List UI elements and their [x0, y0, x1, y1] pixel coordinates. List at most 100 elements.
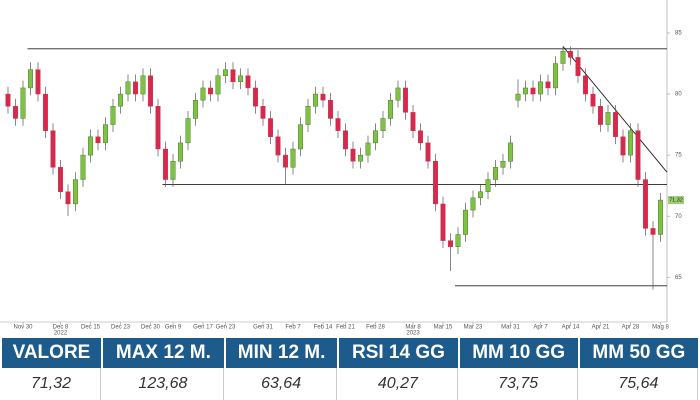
- candle-body: [553, 63, 559, 89]
- x-tick-label: Gen 17: [193, 325, 213, 331]
- x-tick-label: Apr 14: [562, 325, 580, 331]
- candle-body: [365, 142, 371, 156]
- x-tick-label: Feb 7: [285, 325, 301, 331]
- candle-body: [470, 197, 476, 211]
- candle-body: [613, 112, 619, 137]
- candle-body: [177, 142, 183, 162]
- x-tick-label: Gen 9: [165, 325, 182, 331]
- x-tick-label: Dec 23: [111, 325, 131, 331]
- candle-body: [43, 93, 49, 131]
- x-tick-label: Mar 31: [501, 325, 520, 331]
- candle-body: [395, 87, 401, 101]
- candle-body: [237, 75, 243, 83]
- candle-body: [117, 93, 123, 107]
- candle-body: [433, 161, 439, 205]
- x-tick-label: Mag 8: [652, 325, 669, 331]
- candle-body: [440, 203, 446, 241]
- y-tick-label: 85: [675, 31, 682, 37]
- candle-body: [58, 167, 64, 192]
- header-cell: RSI 14 GG: [339, 338, 458, 368]
- candle-body: [5, 93, 11, 107]
- candle-body: [418, 130, 424, 144]
- candle-body: [605, 112, 611, 125]
- x-tick-label: Dec 30: [141, 325, 161, 331]
- candle-body: [268, 118, 274, 137]
- x-tick-label: Dec 15: [81, 325, 101, 331]
- value-cell: 123,68: [103, 368, 224, 400]
- x-tick-label: Mar 15: [434, 325, 453, 331]
- candle-body: [448, 240, 454, 247]
- candle-body: [102, 124, 108, 144]
- candle-body: [560, 51, 566, 64]
- candle-body: [50, 130, 56, 168]
- candle-body: [500, 161, 506, 168]
- candle-body: [343, 130, 349, 150]
- candle-body: [590, 93, 596, 107]
- candle-body: [575, 57, 581, 76]
- candle-body: [485, 179, 491, 192]
- value-row: 71,32 123,68 63,64 40,27 73,75 75,64: [2, 368, 698, 400]
- header-cell: MAX 12 M.: [102, 338, 224, 368]
- candle-body: [252, 87, 258, 107]
- candle-body: [35, 69, 41, 95]
- candle-body: [350, 148, 356, 162]
- chart: 65 70 75 80 85 Nov 30 Dec 8 Dec 15 Dec 23 Dec 30 G…: [0, 0, 684, 336]
- year-label: 2023: [406, 331, 420, 336]
- value-cell: 73,75: [460, 368, 578, 400]
- price-tag-label: 71,32: [669, 198, 683, 204]
- candle-body: [245, 75, 251, 89]
- candle-body: [230, 69, 236, 83]
- candle-body: [515, 93, 521, 101]
- stats-table: VALORE MAX 12 M. MIN 12 M. RSI 14 GG MM 10 G…: [0, 338, 700, 400]
- candle-body: [222, 69, 228, 76]
- candle-body: [635, 130, 641, 180]
- x-tick-label: Mar 8: [405, 325, 421, 331]
- x-tick-label: Gen 31: [253, 325, 273, 331]
- candle-body: [568, 51, 574, 58]
- candle-body: [455, 234, 461, 247]
- y-tick-label: 80: [675, 92, 682, 98]
- candle-body: [643, 179, 649, 229]
- candle-body: [72, 179, 78, 205]
- x-tick-label: Gen 23: [216, 325, 236, 331]
- candle-body: [425, 142, 431, 162]
- x-tick-label: Apr 21: [592, 325, 610, 331]
- candle-body: [545, 81, 551, 89]
- candle-body: [110, 106, 116, 125]
- candle-body: [403, 87, 409, 113]
- candle-body: [628, 130, 634, 156]
- y-tick-label: 65: [675, 275, 682, 281]
- candle-body: [328, 99, 334, 119]
- y-tick-label: 70: [675, 214, 682, 220]
- candle-body: [140, 75, 146, 95]
- header-row: VALORE MAX 12 M. MIN 12 M. RSI 14 GG MM 10 G…: [2, 338, 698, 368]
- header-cell: VALORE: [2, 338, 101, 368]
- candle-body: [28, 69, 34, 89]
- header-cell: MIN 12 M.: [225, 338, 338, 368]
- x-tick-label: Feb 21: [336, 325, 355, 331]
- candle-body: [583, 75, 589, 95]
- value-cell: 63,64: [226, 368, 338, 400]
- x-tick-label: Apr 28: [622, 325, 640, 331]
- candle-body: [162, 148, 168, 180]
- candle-body: [155, 106, 161, 150]
- candle-body: [320, 93, 326, 101]
- candle-body: [598, 106, 604, 125]
- header-cell: MM 50 GG: [579, 338, 698, 368]
- candle-body: [650, 228, 656, 235]
- candle-body: [373, 130, 379, 144]
- candle-body: [523, 87, 529, 95]
- candle-body: [380, 118, 386, 131]
- candle-body: [658, 199, 664, 235]
- candle-body: [147, 75, 153, 107]
- price-tag: [668, 196, 684, 205]
- candle-body: [170, 161, 176, 180]
- candle-body: [12, 106, 18, 119]
- candle-body: [508, 142, 514, 162]
- candle-body: [530, 87, 536, 95]
- candle-body: [478, 191, 484, 199]
- candle-body: [87, 136, 93, 156]
- candle-body: [538, 81, 544, 95]
- candle-body: [95, 136, 101, 144]
- candle-body: [65, 191, 71, 205]
